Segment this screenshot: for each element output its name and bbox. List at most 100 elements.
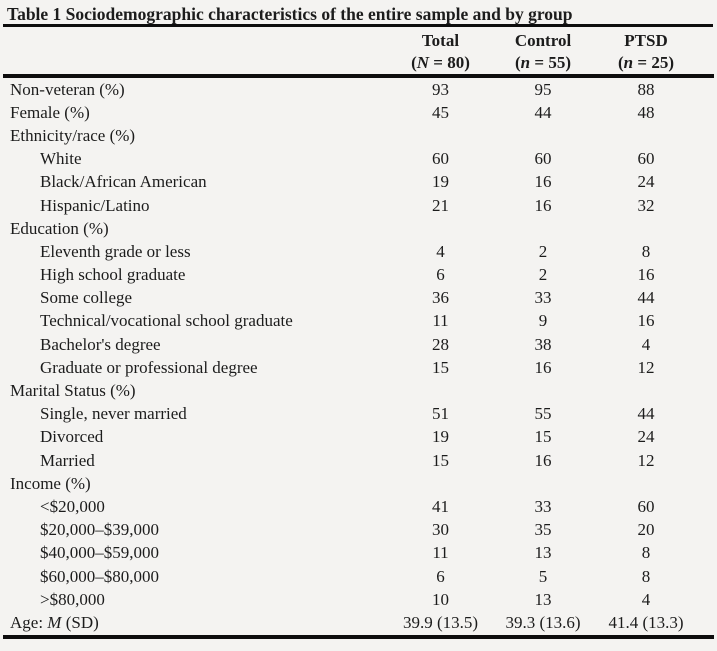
- italic-text: N: [416, 52, 430, 72]
- text: = 55): [530, 52, 571, 72]
- cell-value: [593, 379, 714, 402]
- cell-value: 12: [637, 357, 655, 377]
- text: Married: [40, 450, 95, 470]
- cell-value: 15: [534, 427, 552, 447]
- cell-value: 93: [432, 79, 449, 99]
- header-row: Total (N = 80) Control (n = 55) PTSD (n = 25): [3, 27, 714, 78]
- text: Technical/vocational school graduate: [40, 311, 293, 331]
- cell-value: [493, 472, 593, 495]
- column-label: Control: [514, 31, 572, 50]
- cell-value: 16: [534, 172, 552, 192]
- table-row: Bachelor's degree 28 38 4: [3, 333, 714, 356]
- text: Female (%): [10, 102, 90, 122]
- cell-value: 39.9 (13.5): [388, 611, 493, 639]
- text: Eleventh grade or less: [40, 241, 191, 261]
- row-label: $20,000–$39,000: [3, 519, 388, 542]
- table-row: Hispanic/Latino 21 16 32: [3, 194, 714, 217]
- cell-value: 44: [637, 404, 655, 424]
- table-row: Single, never married 51 55 44: [3, 403, 714, 426]
- cell-value: 13: [534, 589, 552, 609]
- cell-value: 21: [432, 195, 449, 215]
- cell-value: 28: [432, 334, 449, 354]
- table-row: Some college 36 33 44: [3, 287, 714, 310]
- cell-value: 9: [538, 311, 548, 331]
- table-row: Married 15 16 12: [3, 449, 714, 472]
- cell-value: [593, 472, 714, 495]
- column-sublabel: (n = 25): [593, 52, 699, 74]
- cell-value: 60: [534, 149, 552, 169]
- cell-value: 16: [534, 357, 552, 377]
- cell-value: [388, 217, 493, 240]
- cell-value: 24: [637, 172, 655, 192]
- row-label: Education (%): [3, 217, 388, 240]
- text: Bachelor's degree: [40, 334, 161, 354]
- cell-value: 33: [534, 496, 552, 516]
- table-row: Marital Status (%): [3, 379, 714, 402]
- title-rule: [3, 24, 713, 27]
- table-row: High school graduate 6 2 16: [3, 264, 714, 287]
- cell-value: 41.4 (13.3): [593, 611, 714, 639]
- cell-value: 4: [641, 589, 651, 609]
- cell-value: 45: [432, 102, 449, 122]
- column-header: Control (n = 55): [493, 27, 593, 78]
- cell-value: [388, 472, 493, 495]
- row-label: $60,000–$80,000: [3, 565, 388, 588]
- cell-value: 95: [534, 79, 552, 99]
- row-label: Bachelor's degree: [3, 333, 388, 356]
- row-label: Ethnicity/race (%): [3, 124, 388, 147]
- text: (SD): [61, 612, 99, 632]
- cell-value: 4: [436, 241, 445, 261]
- row-label: Technical/vocational school graduate: [3, 310, 388, 333]
- text: >$80,000: [40, 589, 105, 609]
- row-label: White: [3, 148, 388, 171]
- table-row: White 60 60 60: [3, 148, 714, 171]
- row-label: $40,000–$59,000: [3, 542, 388, 565]
- cell-value: 12: [637, 450, 655, 470]
- cell-value: 48: [637, 102, 655, 122]
- text: Income (%): [10, 473, 91, 493]
- cell-value: [493, 217, 593, 240]
- text: Divorced: [40, 427, 104, 447]
- cell-value: 60: [637, 149, 655, 169]
- text: $60,000–$80,000: [40, 566, 159, 586]
- text: Age:: [10, 612, 48, 632]
- row-label: <$20,000: [3, 495, 388, 518]
- table-row: Graduate or professional degree 15 16 12: [3, 356, 714, 379]
- italic-text: n: [520, 52, 531, 72]
- table-row: Divorced 19 15 24: [3, 426, 714, 449]
- cell-value: [388, 379, 493, 402]
- cell-value: [493, 379, 593, 402]
- table-row: >$80,000 10 13 4: [3, 588, 714, 611]
- cell-value: 30: [432, 520, 449, 540]
- cell-value: 6: [436, 566, 445, 586]
- text: Hispanic/Latino: [40, 195, 150, 215]
- text: Single, never married: [40, 404, 187, 424]
- cell-value: 51: [432, 404, 449, 424]
- row-label: High school graduate: [3, 264, 388, 287]
- cell-value: 60: [432, 149, 449, 169]
- cell-value: 8: [641, 566, 651, 586]
- row-label: Black/African American: [3, 171, 388, 194]
- cell-value: 11: [432, 543, 449, 563]
- text: Non-veteran (%): [10, 79, 125, 99]
- cell-value: 5: [538, 566, 548, 586]
- text: (: [515, 52, 521, 72]
- header-spacer: [3, 27, 388, 78]
- cell-value: 6: [436, 265, 445, 285]
- cell-value: 60: [637, 496, 655, 516]
- table-body: Non-veteran (%) 93 95 88 Female (%) 45 44 48 Eth…: [3, 76, 714, 639]
- text: White: [40, 149, 82, 169]
- text: $40,000–$59,000: [40, 543, 159, 563]
- table-row: Black/African American 19 16 24: [3, 171, 714, 194]
- table-row: Ethnicity/race (%): [3, 124, 714, 147]
- cell-value: 41: [432, 496, 449, 516]
- row-label: Age: M (SD): [3, 611, 388, 639]
- text: Some college: [40, 288, 133, 308]
- row-label: Married: [3, 449, 388, 472]
- cell-value: [388, 124, 493, 147]
- table-row: Income (%): [3, 472, 714, 495]
- cell-value: 36: [432, 288, 449, 308]
- italic-text: M: [47, 612, 62, 632]
- row-label: Income (%): [3, 472, 388, 495]
